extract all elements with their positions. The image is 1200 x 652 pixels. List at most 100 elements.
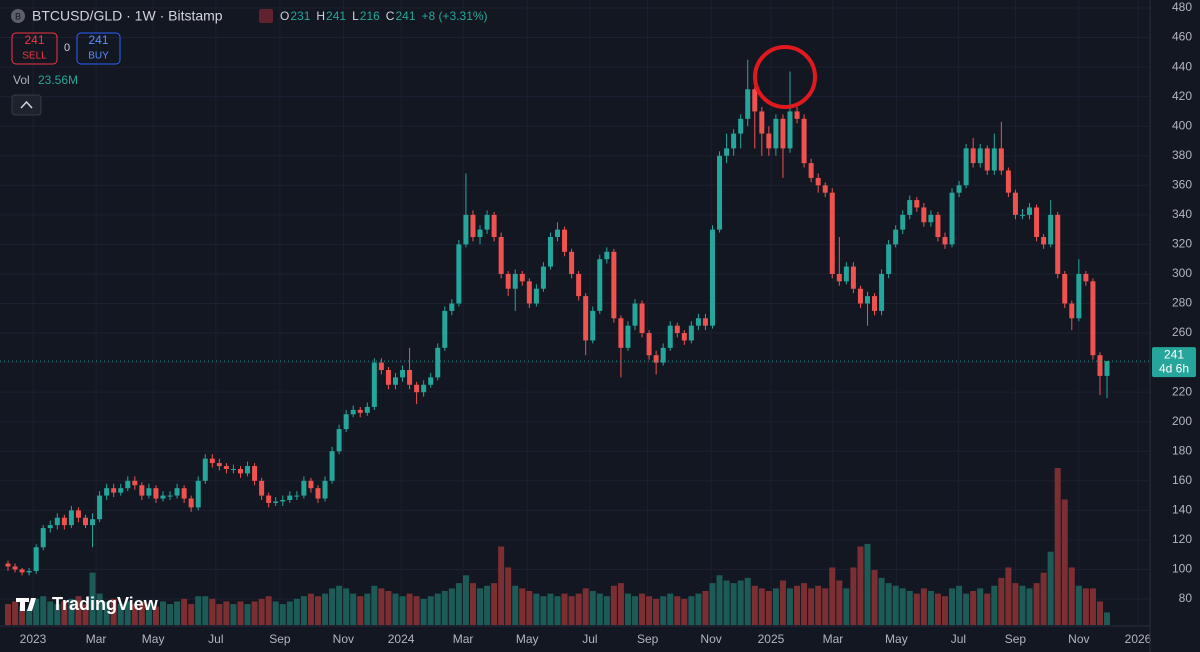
- candle-body: [738, 118, 744, 134]
- volume-bar: [660, 596, 667, 625]
- volume-bar: [540, 596, 547, 625]
- volume-bar: [815, 585, 822, 625]
- volume-bar: [33, 598, 40, 625]
- candle-body: [111, 488, 117, 493]
- candle-body: [160, 495, 166, 499]
- candle-body: [886, 244, 892, 274]
- candle-body: [364, 406, 370, 413]
- volume-bar: [1040, 572, 1047, 625]
- volume-bar: [159, 601, 166, 625]
- volume-bar: [343, 588, 350, 625]
- candle-body: [688, 325, 694, 341]
- volume-bar: [307, 593, 314, 625]
- y-tick-label: 80: [1179, 591, 1193, 605]
- candle-body: [794, 111, 800, 119]
- volume-bar: [230, 604, 237, 625]
- volume-bar: [188, 604, 195, 625]
- volume-bar: [744, 577, 751, 625]
- y-tick-label: 220: [1172, 384, 1192, 398]
- candle-body: [498, 237, 504, 274]
- volume-bar: [202, 596, 209, 625]
- candle-body: [223, 466, 229, 469]
- volume-bar: [406, 593, 413, 625]
- volume-bar: [68, 598, 75, 625]
- volume-bar: [688, 596, 695, 625]
- candle-body: [1062, 273, 1068, 304]
- candle-body: [449, 303, 455, 311]
- candle-body: [245, 466, 251, 474]
- volume-bar: [329, 588, 336, 625]
- symbol-icon-text: B: [15, 11, 21, 21]
- candle-body: [125, 480, 131, 489]
- symbol: BTCUSD/GLD · 1W · Bitstamp: [32, 8, 223, 24]
- candle-body: [195, 480, 201, 508]
- volume-bar: [286, 601, 293, 625]
- volume-bar: [293, 598, 300, 625]
- volume-bar: [371, 585, 378, 625]
- volume-bar: [850, 567, 857, 625]
- candle-body: [857, 288, 863, 304]
- volume-bar: [695, 593, 702, 625]
- volume-bar: [596, 593, 603, 625]
- candle-body: [5, 563, 11, 567]
- candle-body: [618, 318, 624, 348]
- sell-button[interactable]: [11, 32, 58, 65]
- volume-bar: [251, 601, 258, 625]
- candle-body: [252, 466, 258, 481]
- price-tag-countdown: 4d 6h: [1159, 361, 1189, 375]
- volume-bar: [956, 585, 963, 625]
- volume-bar: [624, 593, 631, 625]
- volume-bar: [843, 588, 850, 625]
- candle-body: [357, 409, 363, 413]
- buy-label: BUY: [88, 51, 109, 62]
- candle-body: [752, 89, 758, 112]
- volume-bar: [822, 588, 829, 625]
- indicator-icon: [259, 9, 273, 23]
- candle-body: [40, 528, 46, 548]
- volume-bar: [639, 593, 646, 625]
- volume-bar: [709, 583, 716, 625]
- buy-button[interactable]: [76, 32, 121, 65]
- chevron: [20, 100, 33, 109]
- candle-body: [702, 318, 708, 326]
- candle-body: [414, 384, 420, 393]
- volume-bar: [117, 604, 124, 625]
- price-tag-value: 241: [1164, 347, 1184, 361]
- volume-bar: [970, 590, 977, 625]
- candle-body: [1069, 303, 1075, 319]
- volume-bar: [448, 588, 455, 625]
- volume-bar: [1026, 588, 1033, 625]
- candle-body: [836, 273, 842, 282]
- volume-bar: [12, 601, 19, 625]
- candle-body: [19, 569, 25, 573]
- candle-body: [104, 488, 110, 496]
- volume-bar: [878, 577, 885, 625]
- candle-body: [808, 163, 814, 178]
- volume-bar: [96, 593, 103, 625]
- candle-body: [822, 185, 828, 193]
- candle-body: [674, 325, 680, 334]
- collapse-button[interactable]: [11, 94, 42, 116]
- candle-body: [47, 525, 53, 529]
- candle-body: [632, 303, 638, 326]
- y-tick-label: 140: [1172, 503, 1192, 517]
- legend-value: 216: [360, 9, 380, 23]
- candle-body: [378, 362, 384, 370]
- y-tick-label: 480: [1172, 0, 1192, 14]
- volume-bar: [1012, 583, 1019, 625]
- volume-bar: [110, 598, 117, 625]
- candle-body: [139, 485, 145, 496]
- candle-body: [681, 333, 687, 341]
- volume-bar: [674, 596, 681, 625]
- y-tick-label: 120: [1172, 532, 1192, 546]
- volume-bar: [89, 572, 96, 625]
- volume-bar: [702, 590, 709, 625]
- candle-body: [230, 468, 236, 470]
- y-tick-label: 100: [1172, 562, 1192, 576]
- logo: TradingView: [52, 594, 159, 614]
- candle-body: [484, 214, 490, 230]
- candle-body: [132, 480, 138, 486]
- volume-bar: [786, 588, 793, 625]
